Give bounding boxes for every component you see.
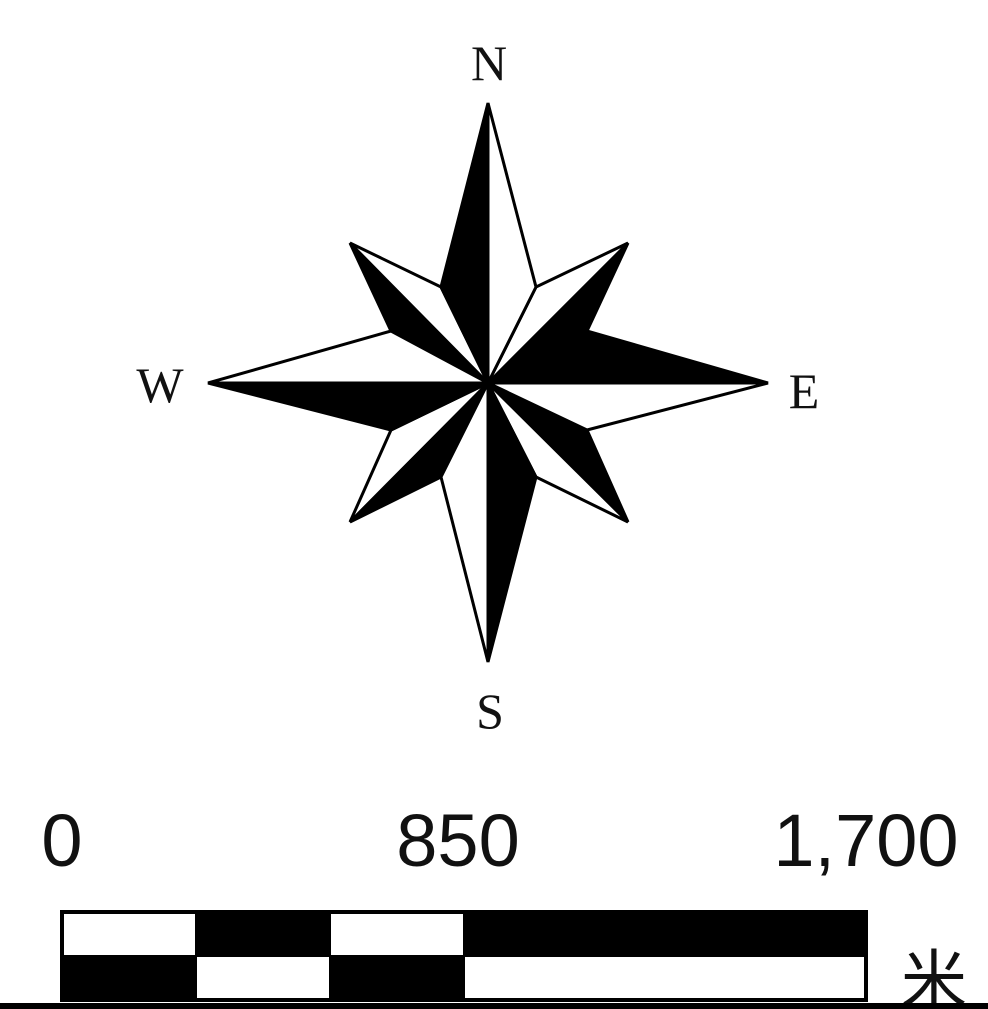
- scale-segment-top-2: [195, 911, 331, 957]
- scale-segment-top-1: [61, 911, 197, 957]
- scale-segment-top-4: [463, 911, 867, 957]
- compass-label-south: S: [476, 683, 504, 739]
- compass-point-n-right: [486, 102, 538, 384]
- compass-label-west: W: [136, 357, 184, 413]
- scale-label-mid: 850: [396, 799, 519, 882]
- scale-unit-label: 米: [901, 943, 967, 1009]
- compass-label-north: N: [471, 35, 507, 91]
- scale-segment-top-3: [329, 911, 465, 957]
- scale-bar: [60, 910, 868, 1002]
- scale-segment-bottom-2: [195, 955, 331, 1001]
- compass-label-east: E: [789, 363, 820, 419]
- scale-label-start: 0: [41, 799, 82, 882]
- bottom-border: [0, 1003, 988, 1009]
- scale-segment-bottom-4: [463, 955, 867, 1001]
- compass-point-e-bottom: [487, 381, 769, 432]
- scale-segment-bottom-1: [61, 955, 197, 1001]
- scale-bar-outline: [60, 910, 868, 1002]
- scale-label-end: 1,700: [773, 799, 958, 882]
- compass-point-s-right: [486, 382, 538, 663]
- compass-point-w-bottom: [207, 381, 489, 432]
- compass-rose-icon: [207, 102, 769, 663]
- scale-segment-bottom-3: [329, 955, 465, 1001]
